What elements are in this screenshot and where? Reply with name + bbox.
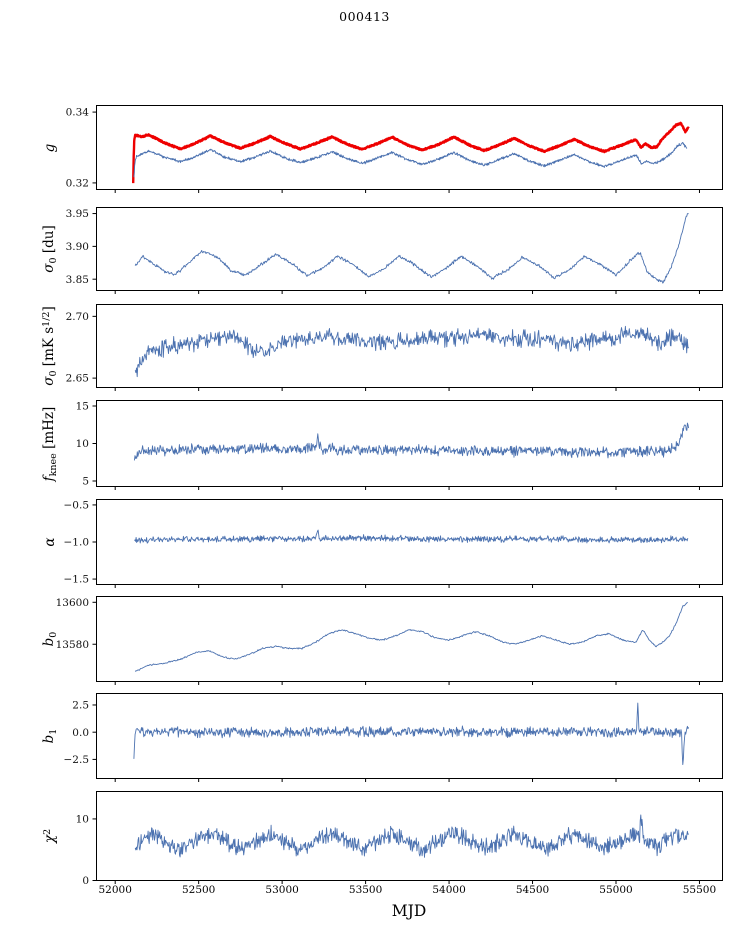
panel-chi2: 0 10 <box>0 791 729 887</box>
y-tick-label: 2.5 <box>72 700 89 712</box>
panel-fknee: 5 10 15 <box>0 400 729 493</box>
x-tick-label: 52000 <box>98 884 132 896</box>
plot-fknee: 5 10 15 <box>76 400 723 490</box>
y-tick-label: 2.65 <box>66 373 89 385</box>
x-tick-label: 55000 <box>599 884 633 896</box>
y-tick-label: 2.70 <box>66 311 89 323</box>
plot-frame <box>96 693 723 779</box>
x-axis: 52000 52500 53000 53500 54000 54500 55000 55500 <box>0 884 729 900</box>
y-axis-label-part: 0 <box>48 631 59 638</box>
series-sigma0_du <box>134 213 689 284</box>
y-axis-label-part: α <box>42 537 58 547</box>
plot-frame <box>96 105 723 190</box>
y-tick-label: 0 <box>82 875 89 887</box>
y-axis-label-part: 2 <box>42 828 53 835</box>
panel-b1: −2.5 0.0 2.5 <box>0 693 729 785</box>
x-tick-label: 54000 <box>432 884 466 896</box>
y-tick-label: 0.34 <box>66 107 90 119</box>
plot-frame <box>96 400 723 487</box>
series-sigma0_mks <box>134 325 689 378</box>
y-tick-label: −2.5 <box>64 754 90 766</box>
plot-g: 0.32 0.34 <box>66 105 723 193</box>
y-axis-label-part: b <box>41 734 57 744</box>
plot-alpha: −1.5 −1.0 −0.5 <box>64 499 723 588</box>
panel-sigma0-du: 3.85 3.90 3.95 <box>0 207 729 297</box>
x-axis-title: MJD <box>391 902 427 920</box>
figure-title: 000413 <box>339 9 390 24</box>
series-g_thick_red <box>132 121 690 184</box>
y-axis-label-part: 1/2 <box>41 311 52 327</box>
plot-b0: 13580 13600 <box>56 596 723 685</box>
y-axis-label-part: [du] <box>41 225 57 258</box>
y-axis-label-b0: b0 <box>41 632 59 647</box>
y-axis-label-part: 1 <box>48 728 59 735</box>
plot-frame <box>96 596 723 682</box>
y-axis-label-sigma0-mks12: σ0 [mK s1/2] <box>41 306 59 386</box>
series-fknee <box>133 422 690 461</box>
x-tick-label: 55500 <box>682 884 717 896</box>
plot-b1: −2.5 0.0 2.5 <box>64 693 723 782</box>
y-axis-label-part: b <box>41 637 57 647</box>
series-alpha <box>134 529 689 544</box>
y-tick-label: −1.5 <box>64 574 90 586</box>
y-axis-label-part: ] <box>41 306 57 312</box>
y-tick-label: 5 <box>82 476 89 488</box>
y-axis-label-part: 0 <box>48 370 59 377</box>
y-tick-label: 10 <box>76 814 89 826</box>
series-b1 <box>133 702 690 765</box>
plot-frame <box>96 791 723 881</box>
x-tick-label: 54500 <box>515 884 550 896</box>
y-tick-label: 10 <box>76 438 89 450</box>
y-tick-label: 13600 <box>56 597 89 609</box>
y-tick-label: 0.0 <box>72 727 89 739</box>
plot-chi2: 0 10 <box>76 791 723 887</box>
y-tick-label: 15 <box>76 401 89 413</box>
plot-sigma0-mks12: 2.65 2.70 <box>66 304 723 391</box>
y-axis-label-sigma0-du: σ0 [du] <box>41 225 59 272</box>
x-tick-label: 53000 <box>265 884 299 896</box>
y-axis-label-fknee: fknee [mHz] <box>41 406 59 481</box>
y-axis-label-part: σ <box>41 376 57 386</box>
y-axis-label-chi2: χ2 <box>42 829 58 843</box>
y-tick-label: −0.5 <box>64 500 90 512</box>
y-tick-label: 13580 <box>56 639 89 651</box>
y-tick-label: −1.0 <box>64 537 90 549</box>
plot-sigma0-du: 3.85 3.90 3.95 <box>66 207 723 294</box>
y-axis-label-part: g <box>42 143 58 152</box>
y-axis-label-g: g <box>42 143 58 152</box>
panel-g: 0.32 0.34 <box>0 105 729 196</box>
y-tick-label: 3.90 <box>66 241 89 253</box>
y-axis-label-part: knee <box>48 452 59 476</box>
y-axis-label-alpha: α <box>42 537 58 546</box>
series-b0 <box>134 602 688 672</box>
y-tick-label: 3.85 <box>66 274 89 286</box>
y-axis-label-part: σ <box>41 263 57 273</box>
panel-alpha: −1.5 −1.0 −0.5 <box>0 499 729 591</box>
panel-b0: 13580 13600 <box>0 596 729 688</box>
y-axis-label-part: χ <box>42 834 58 844</box>
y-tick-label: 0.32 <box>66 178 89 190</box>
y-tick-label: 3.95 <box>66 208 89 220</box>
panel-sigma0-mks12: 2.65 2.70 <box>0 304 729 394</box>
plot-frame <box>96 304 723 388</box>
y-axis-label-b1: b1 <box>41 729 59 744</box>
y-axis-label-part: 0 <box>48 257 59 264</box>
y-axis-label-part: f <box>41 475 57 481</box>
x-tick-label: 52500 <box>181 884 216 896</box>
series-chi2 <box>134 814 689 858</box>
series-g_thin_blue <box>133 142 688 178</box>
y-axis-label-part: [mK s <box>41 326 57 371</box>
plot-frame <box>96 207 723 291</box>
x-tick-label: 53500 <box>348 884 383 896</box>
y-axis-label-part: [mHz] <box>41 406 57 453</box>
